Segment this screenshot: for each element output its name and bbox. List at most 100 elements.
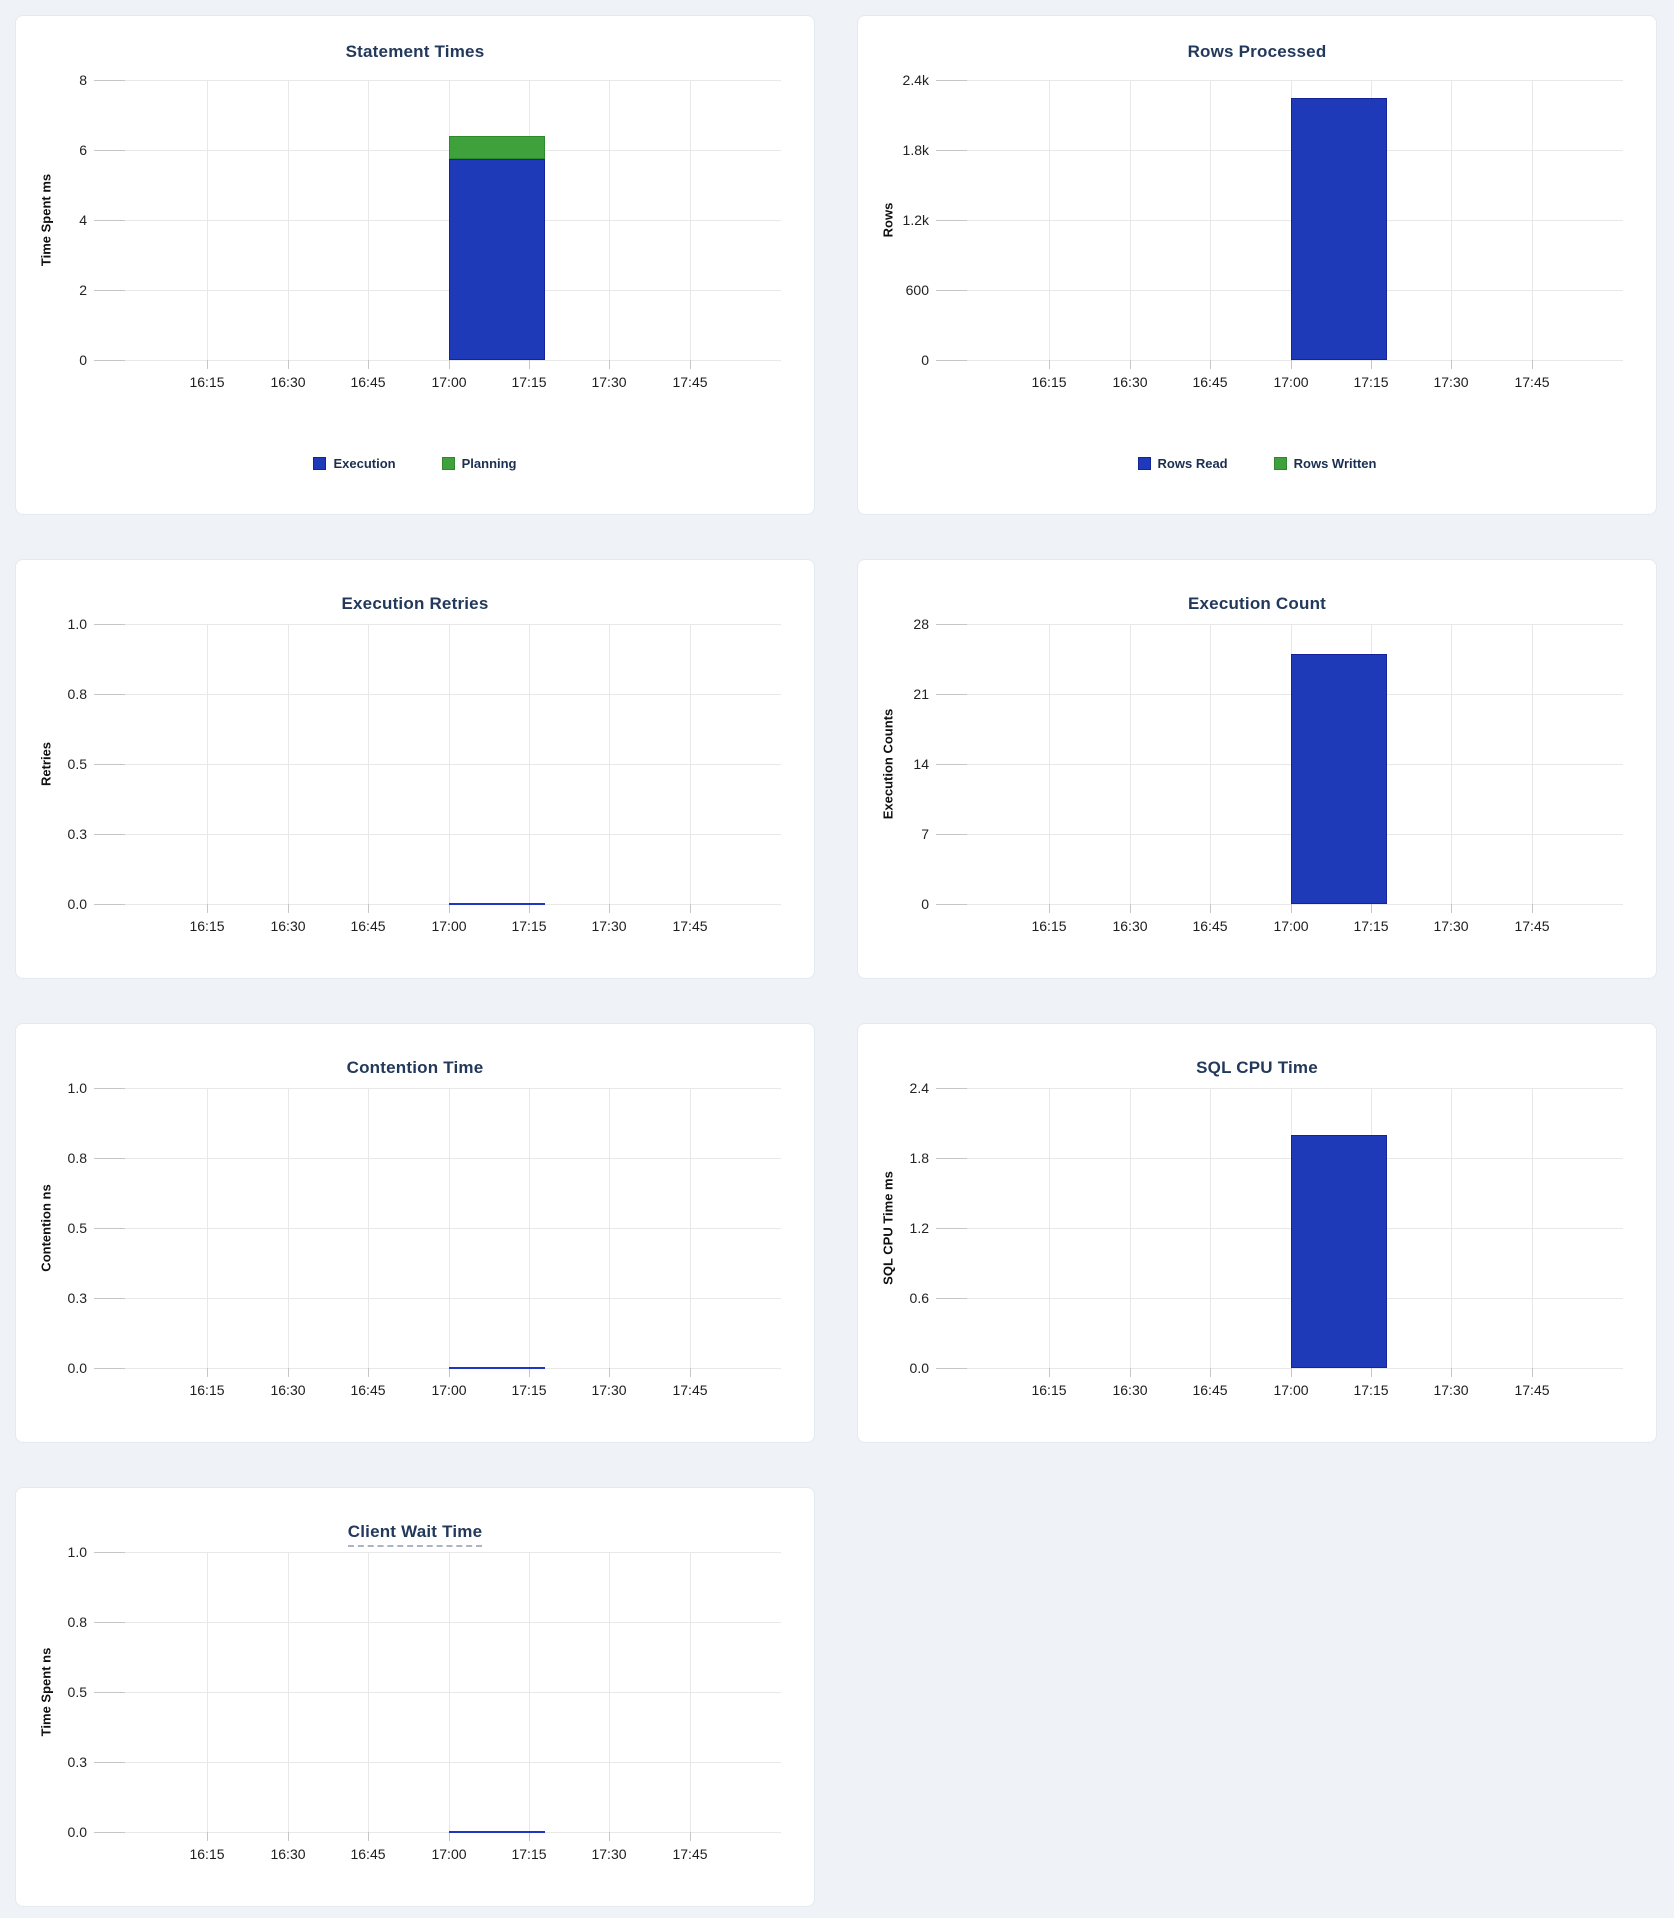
y-tick-label: 0.5 — [67, 1220, 87, 1236]
x-tick-mark — [1210, 904, 1211, 913]
x-gridline — [529, 1088, 530, 1368]
x-tick-mark — [207, 1368, 208, 1377]
y-gridline — [953, 290, 1623, 291]
y-gridline — [953, 1298, 1623, 1299]
y-gridline — [111, 764, 781, 765]
plot-area[interactable]: 1.0 0.8 0.5 0.3 0.0 16:15 16:30 16:45 17:00 17:15… — [68, 1544, 781, 1862]
y-gridline — [111, 904, 781, 905]
x-gridline — [288, 1552, 289, 1832]
y-tick-mark — [936, 290, 967, 291]
x-gridline — [609, 1088, 610, 1368]
y-gridline — [111, 1832, 781, 1833]
x-tick-mark — [609, 1368, 610, 1377]
y-tick-label: 14 — [913, 756, 929, 772]
y-gridline — [953, 1088, 1623, 1089]
x-tick-label: 16:15 — [1031, 374, 1067, 390]
x-gridline — [1210, 624, 1211, 904]
legend-label: Rows Written — [1293, 456, 1377, 471]
x-tick-mark — [368, 904, 369, 913]
y-tick-mark — [94, 1832, 125, 1833]
y-tick-mark — [936, 624, 967, 625]
y-tick-mark — [94, 1622, 125, 1623]
chart-title-execution-retries: Execution Retries — [341, 594, 489, 613]
series-line-client-wait[interactable] — [448, 1831, 546, 1833]
x-gridline — [449, 624, 450, 904]
x-gridline — [690, 80, 691, 360]
x-tick-label: 16:30 — [270, 374, 306, 390]
y-tick-mark — [94, 1692, 125, 1693]
x-gridline — [207, 1552, 208, 1832]
x-tick-mark — [288, 1832, 289, 1841]
x-tick-mark — [529, 904, 530, 913]
series-line-retries[interactable] — [448, 903, 546, 905]
y-gridline — [111, 1088, 781, 1089]
x-tick-label: 17:45 — [672, 1382, 708, 1398]
plot-area[interactable]: 1.0 0.8 0.5 0.3 0.0 16:15 16:30 16:45 17:00 17:15… — [68, 1080, 781, 1398]
plot-area[interactable]: 8 6 4 2 0 16:15 16:30 16:45 17:00 17:15 17:30 17:45 — [79, 72, 781, 390]
x-gridline — [609, 80, 610, 360]
y-gridline — [111, 624, 781, 625]
x-gridline — [1451, 80, 1452, 360]
legend-item-rows-written: Rows Written — [1273, 456, 1377, 471]
y-gridline — [953, 220, 1623, 221]
chart-title-client-wait-time[interactable]: Client Wait Time — [347, 1522, 483, 1547]
y-tick-label: 0.0 — [67, 896, 87, 912]
chart-title: Contention Time — [16, 1058, 814, 1078]
y-tick-mark — [936, 220, 967, 221]
x-tick-label: 17:45 — [1514, 1382, 1550, 1398]
x-tick-mark — [1210, 360, 1211, 369]
x-gridline — [449, 1552, 450, 1832]
bar-sql-cpu-time[interactable] — [1290, 1134, 1388, 1368]
chart-title-sql-cpu-time: SQL CPU Time — [1196, 1058, 1318, 1077]
bar-execution-count[interactable] — [1290, 654, 1388, 904]
plot-area[interactable]: 28 21 14 7 0 16:15 16:30 16:45 17:00 17:15 17:30 17… — [913, 616, 1623, 934]
plot-area[interactable]: 1.0 0.8 0.5 0.3 0.0 16:15 16:30 16:45 17:00 17:15… — [68, 616, 781, 934]
x-tick-mark — [1291, 360, 1292, 369]
x-gridline — [1049, 624, 1050, 904]
bar-execution[interactable] — [448, 158, 546, 360]
x-tick-label: 17:45 — [1514, 374, 1550, 390]
y-gridline — [111, 1622, 781, 1623]
y-tick-label: 2 — [79, 282, 87, 298]
y-gridline — [111, 220, 781, 221]
x-gridline — [368, 80, 369, 360]
x-tick-mark — [609, 360, 610, 369]
plot-area[interactable]: 2.4 1.8 1.2 0.6 0.0 16:15 16:30 16:45 17:00 17:15… — [910, 1080, 1623, 1398]
y-tick-label: 0.0 — [909, 1360, 929, 1376]
x-tick-label: 17:00 — [431, 1846, 467, 1862]
y-tick-label: 1.8k — [902, 142, 929, 158]
y-tick-label: 0.5 — [67, 756, 87, 772]
x-tick-label: 16:30 — [1112, 918, 1148, 934]
series-line-contention[interactable] — [448, 1367, 546, 1369]
chart-card-rows-processed: Rows Processed Rows 2.4k 1.8k 1.2k 600 0 16:1… — [857, 15, 1657, 515]
x-tick-mark — [288, 360, 289, 369]
x-tick-label: 17:15 — [511, 1382, 547, 1398]
x-tick-label: 16:45 — [350, 918, 386, 934]
y-tick-mark — [94, 1298, 125, 1299]
x-tick-mark — [368, 1832, 369, 1841]
bar-planning[interactable] — [448, 135, 546, 159]
y-tick-label: 2.4k — [902, 72, 929, 88]
x-tick-label: 17:30 — [1433, 374, 1469, 390]
x-tick-mark — [368, 360, 369, 369]
chart-title-execution-count: Execution Count — [1187, 594, 1327, 613]
legend-swatch-blue — [313, 457, 327, 470]
x-gridline — [207, 624, 208, 904]
x-tick-label: 17:00 — [431, 1382, 467, 1398]
bar-rows-read[interactable] — [1290, 97, 1388, 360]
x-gridline — [207, 80, 208, 360]
y-tick-mark — [94, 624, 125, 625]
x-tick-label: 17:45 — [1514, 918, 1550, 934]
plot-area[interactable]: 2.4k 1.8k 1.2k 600 0 16:15 16:30 16:45 17:00 17:1… — [903, 72, 1623, 390]
y-tick-mark — [936, 80, 967, 81]
legend-item-rows-read: Rows Read — [1137, 456, 1228, 471]
x-gridline — [368, 1088, 369, 1368]
x-gridline — [690, 624, 691, 904]
x-tick-mark — [690, 1368, 691, 1377]
y-gridline — [111, 1552, 781, 1553]
y-tick-mark — [94, 904, 125, 905]
x-tick-mark — [449, 904, 450, 913]
legend-label: Planning — [461, 456, 517, 471]
y-tick-label: 0.8 — [67, 1614, 87, 1630]
